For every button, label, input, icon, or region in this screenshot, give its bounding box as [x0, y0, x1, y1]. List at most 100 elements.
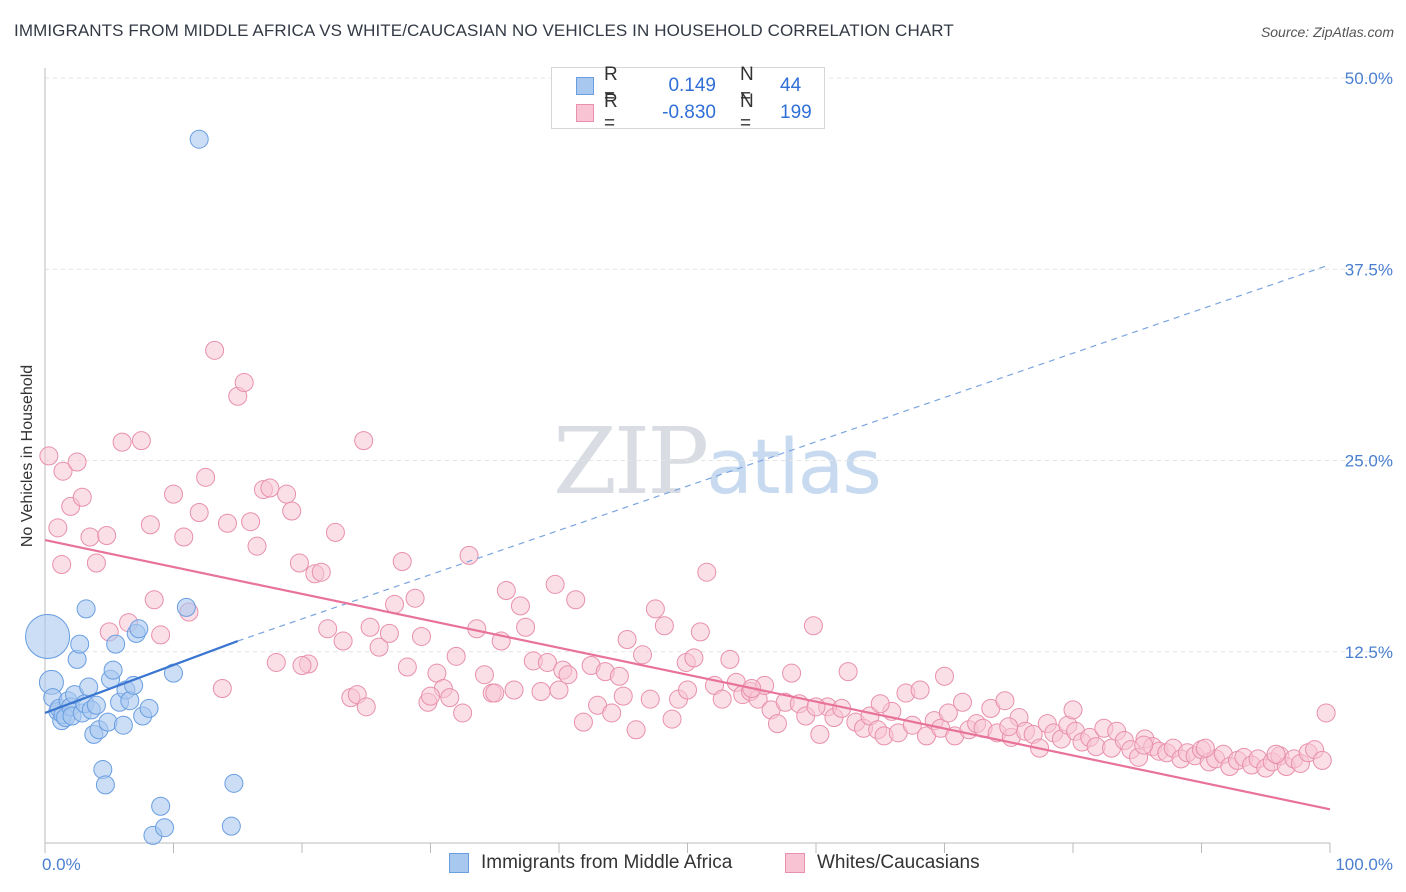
legend-n-label: N =: [740, 64, 754, 107]
data-point-whites: [1312, 750, 1332, 770]
data-point-whites: [640, 689, 660, 709]
data-point-whites: [573, 712, 593, 732]
data-point-whites: [446, 646, 466, 666]
legend-label-whites: Whites/Caucasians: [817, 852, 980, 873]
data-point-immigrants: [70, 634, 90, 654]
data-point-whites: [52, 555, 72, 575]
data-point-whites: [566, 590, 586, 610]
data-point-whites: [67, 452, 87, 472]
data-point-whites: [144, 590, 164, 610]
data-point-whites: [1134, 735, 1154, 755]
data-point-whites: [53, 461, 73, 481]
legend-r-value: -0.830: [662, 102, 716, 123]
data-point-whites: [1266, 744, 1286, 764]
data-point-immigrants: [103, 660, 123, 680]
data-point-whites: [613, 686, 633, 706]
data-point-whites: [678, 680, 697, 700]
data-point-whites: [1063, 700, 1083, 720]
legend-r-label: R =: [604, 64, 618, 107]
data-point-immigrants: [224, 773, 244, 793]
data-point-whites: [212, 678, 232, 698]
data-point-whites: [282, 501, 302, 521]
data-point-whites: [151, 625, 171, 645]
data-point-whites: [356, 697, 376, 717]
series-immigrants-middle-africa: [25, 129, 244, 845]
data-point-whites: [164, 484, 183, 504]
data-point-immigrants: [221, 816, 241, 836]
data-point-whites: [995, 691, 1015, 711]
data-point-whites: [810, 724, 830, 744]
data-point-whites: [112, 432, 132, 452]
data-point-whites: [379, 623, 399, 643]
data-point-immigrants: [95, 775, 115, 795]
data-point-whites: [609, 666, 629, 686]
x-tick-label: 0.0%: [42, 855, 81, 874]
series-legend: Immigrants from Middle Africa Whites/Cau…: [0, 852, 1406, 878]
y-tick-label: 25.0%: [1345, 452, 1393, 471]
legend-n-value: 199: [780, 102, 812, 123]
data-point-whites: [510, 596, 530, 616]
data-point-whites: [217, 513, 237, 533]
data-point-whites: [910, 680, 930, 700]
data-point-whites: [97, 525, 117, 545]
data-point-whites: [260, 478, 280, 498]
data-point-whites: [234, 372, 254, 392]
data-point-whites: [549, 680, 569, 700]
data-point-whites: [633, 645, 653, 665]
data-point-whites: [86, 553, 106, 573]
data-point-whites: [369, 637, 389, 657]
trend-line-immigrants: [44, 640, 239, 714]
legend-swatch-pink: [785, 853, 805, 873]
data-point-whites: [838, 662, 858, 682]
data-point-whites: [311, 562, 331, 582]
data-point-whites: [504, 680, 524, 700]
legend-row-pink: R = -0.830 N = 199: [552, 91, 820, 134]
data-point-whites: [196, 467, 216, 487]
data-point-immigrants: [155, 818, 175, 838]
data-point-whites: [537, 652, 557, 672]
legend-item-whites: Whites/Caucasians: [785, 852, 980, 874]
data-point-whites: [405, 588, 425, 608]
data-point-whites: [474, 665, 494, 685]
y-tick-label: 50.0%: [1345, 69, 1393, 88]
data-point-whites: [412, 626, 432, 646]
data-point-whites: [654, 616, 674, 636]
data-point-whites: [189, 503, 209, 523]
series-whites-caucasians: [39, 340, 1336, 778]
data-point-whites: [318, 619, 338, 639]
legend-label-immigrants: Immigrants from Middle Africa: [481, 852, 733, 873]
data-point-whites: [662, 709, 682, 729]
data-point-whites: [712, 689, 732, 709]
data-point-whites: [392, 551, 412, 571]
data-point-whites: [684, 648, 704, 668]
data-point-whites: [626, 720, 646, 740]
data-point-whites: [516, 617, 536, 637]
data-point-whites: [421, 686, 440, 706]
data-point-whites: [241, 512, 261, 532]
legend-swatch-blue: [576, 77, 594, 95]
trend-line-whites: [44, 538, 1331, 811]
data-point-whites: [870, 694, 890, 714]
data-point-whites: [531, 682, 551, 702]
data-point-whites: [80, 527, 100, 547]
data-point-whites: [697, 562, 717, 582]
source-label: Source: ZipAtlas.com: [1260, 24, 1394, 40]
trend-lines: [44, 264, 1331, 811]
data-point-whites: [782, 663, 802, 683]
data-point-whites: [485, 683, 505, 703]
data-point-whites: [1195, 738, 1215, 758]
data-point-whites: [938, 703, 958, 723]
data-point-whites: [277, 484, 297, 504]
data-point-whites: [767, 714, 787, 734]
data-point-whites: [803, 616, 823, 636]
data-point-immigrants: [86, 695, 106, 715]
data-point-whites: [174, 527, 194, 547]
legend-n-value: 44: [780, 75, 802, 96]
data-point-whites: [205, 340, 225, 360]
data-point-whites: [385, 594, 405, 614]
zipatlas-watermark: ZIPatlas: [553, 408, 882, 515]
data-point-whites: [440, 688, 460, 708]
data-point-whites: [545, 574, 565, 594]
legend-row-blue: R = 0.149 N = 44: [552, 64, 820, 107]
data-point-whites: [48, 518, 68, 538]
